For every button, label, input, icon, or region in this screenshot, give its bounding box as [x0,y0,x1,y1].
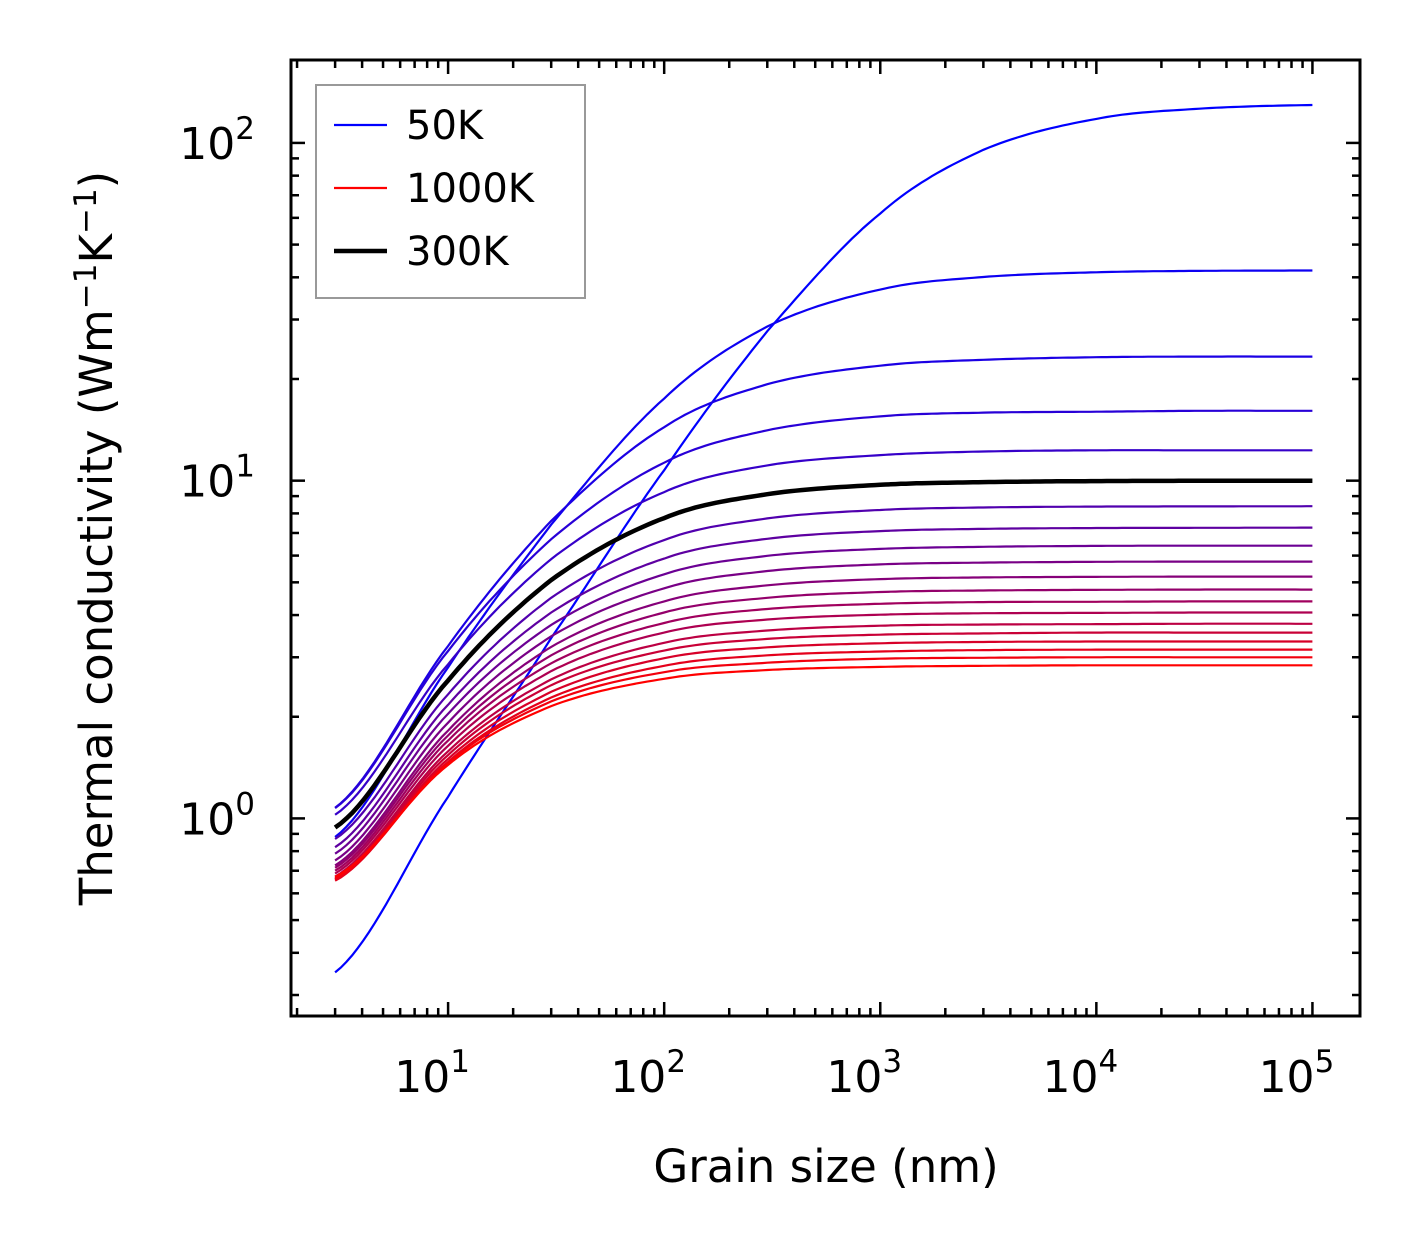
series-line-300K [333,478,1313,830]
y-tick-labels: 100 101 102 [179,111,255,845]
y-tick-label: 102 [179,111,255,170]
y-axis-label: Thermal conductivity (Wm−​1​K−​1​) [68,171,123,907]
series-line-50K [334,103,1313,974]
series-line-500K [334,560,1313,862]
series-line-550K [334,575,1313,867]
y-tick-label: 100 [179,786,255,845]
x-tick-label: 102 [610,1044,686,1103]
series-line-1000K [334,664,1313,878]
series-line-750K [334,622,1313,878]
series-line-250K [334,449,1313,816]
x-tick-label: 103 [826,1044,902,1103]
x-axis-label: Grain size (nm) [653,1140,998,1193]
series-line-850K [334,640,1313,881]
series-line-400K [334,526,1313,849]
legend-item: 300K [334,229,510,275]
y-tick-label: 101 [179,449,255,508]
series-line-900K [334,648,1313,882]
series-line-350K [334,505,1313,840]
legend-box [315,84,586,299]
series-line-600K [334,588,1313,869]
series-line-800K [334,631,1313,879]
x-tick-label: 101 [394,1044,470,1103]
series-line-950K [334,656,1313,880]
legend: 50K 1000K 300K [315,84,586,299]
curves [333,103,1313,974]
x-tick-labels: 101 102 103 104 105 [394,1044,1334,1103]
series-line-200K [334,409,1313,809]
x-tick-label: 104 [1042,1044,1118,1103]
plot-frame [289,58,1362,1018]
series-line-650K [334,600,1313,872]
series-line-100K [334,269,1313,838]
series-line-700K [334,611,1313,875]
series-line-450K [334,544,1313,855]
legend-label: 300K [406,229,510,275]
x-tick-label: 105 [1259,1044,1335,1103]
legend-item: 1000K [334,166,536,212]
legend-item: 50K [334,103,485,149]
series-line-150K [334,355,1313,809]
legend-label: 1000K [406,166,536,212]
legend-label: 50K [406,103,485,149]
